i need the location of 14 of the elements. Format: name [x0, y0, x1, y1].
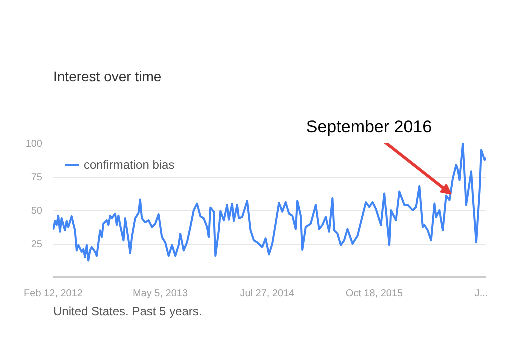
legend-label: confirmation bias: [84, 158, 175, 172]
line-series: [54, 144, 486, 262]
y-tick-label: 75: [31, 172, 43, 184]
y-tick-label: 25: [31, 240, 43, 250]
chart-title: Interest over time: [54, 68, 162, 84]
x-tick-label: Oct 18, 2015: [346, 288, 404, 300]
y-tick-label: 100: [26, 139, 43, 150]
x-tick-label: May 5, 2013: [132, 288, 188, 300]
x-tick-label: Jul 27, 2014: [240, 288, 296, 300]
x-tick-label: Feb 12, 2012: [24, 288, 84, 300]
annotation: September 2016: [306, 118, 432, 136]
y-tick-label: 50: [31, 206, 43, 217]
x-tick-label: J...: [474, 288, 488, 300]
text: United States. Past 5 years.: [54, 304, 202, 318]
